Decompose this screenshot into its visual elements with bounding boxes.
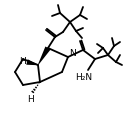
Polygon shape — [38, 46, 51, 65]
Polygon shape — [26, 59, 38, 65]
Text: H₂N: H₂N — [76, 72, 92, 82]
Text: H: H — [19, 57, 25, 67]
Text: N: N — [69, 48, 75, 57]
Text: H: H — [28, 94, 34, 103]
